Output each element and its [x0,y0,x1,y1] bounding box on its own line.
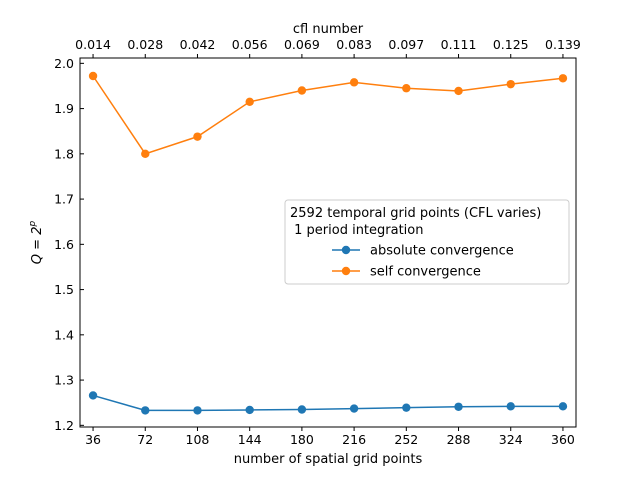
legend-box [284,199,570,285]
data-point-1-5 [349,78,359,87]
x-tick-label: 324 [499,432,523,447]
x-tick-label: 216 [342,432,366,447]
legend-entry: absolute convergence [370,244,514,259]
data-point-0-2 [193,406,202,415]
plot-area [88,71,568,415]
y-axis-label: Q = 2p [28,221,45,265]
y-tick-label: 1.6 [54,237,74,252]
x-tick-label: 252 [394,432,418,447]
data-point-1-7 [454,86,463,96]
y-tick-label: 1.2 [54,418,74,433]
data-point-0-7 [454,402,463,411]
y-tick-label: 1.9 [54,101,74,116]
data-point-1-6 [402,84,411,93]
top-tick-label: 0.111 [441,37,477,52]
legend-swatch-marker [341,245,351,255]
x-tick-label: 144 [238,432,262,447]
top-axis-label: cfl number [293,22,364,37]
data-point-0-6 [402,403,411,412]
top-tick-label: 0.097 [388,37,424,52]
axes: 36 72 108 144 180 216 252 288 324 360 0.014 0.028 0.… [28,22,581,467]
top-tick-label: 0.125 [493,37,529,52]
x-tick-label: 360 [551,432,575,447]
y-tick-label: 1.4 [54,327,74,342]
data-point-0-5 [349,404,359,413]
plot-frame [79,57,577,428]
top-tick-label: 0.028 [127,37,163,52]
data-point-0-4 [297,405,307,414]
legend-title: 2592 temporal grid points (CFL varies) [290,206,541,221]
data-point-0-8 [506,402,515,411]
top-tick-label: 0.014 [75,37,111,52]
legend-title: 1 period integration [290,223,424,238]
top-tick-label: 0.069 [284,37,320,52]
data-point-0-3 [245,405,254,415]
top-tick-label: 0.056 [232,37,268,52]
legend-swatch-marker [341,266,351,276]
y-tick-label: 2.0 [54,56,74,71]
data-point-1-9 [558,74,568,83]
data-point-0-9 [558,402,568,411]
top-tick-label: 0.139 [545,37,581,52]
y-tick-label: 1.3 [54,373,74,388]
data-point-1-8 [506,79,515,89]
y-tick-label: 1.5 [54,282,74,297]
top-tick-label: 0.083 [336,37,372,52]
y-tick-label: 1.7 [54,192,74,207]
x-tick-label: 288 [447,432,471,447]
data-point-0-0 [88,391,98,400]
data-point-1-2 [193,132,202,141]
y-tick-label: 1.8 [54,146,74,161]
x-axis-label: number of spatial grid points [234,452,423,467]
legend-entry: self convergence [370,265,481,280]
x-tick-label: 72 [137,432,153,447]
data-point-1-0 [88,71,98,81]
data-point-1-3 [245,97,254,107]
data-point-0-1 [141,406,150,415]
data-point-1-1 [141,149,150,159]
legend: 2592 temporal grid points (CFL varies) 1… [284,199,570,285]
data-point-1-4 [297,86,307,95]
x-tick-label: 36 [85,432,101,447]
top-tick-label: 0.042 [180,37,216,52]
x-tick-label: 180 [290,432,314,447]
x-tick-label: 108 [186,432,210,447]
series-line-0 [92,394,563,412]
series-line-1 [92,75,564,155]
